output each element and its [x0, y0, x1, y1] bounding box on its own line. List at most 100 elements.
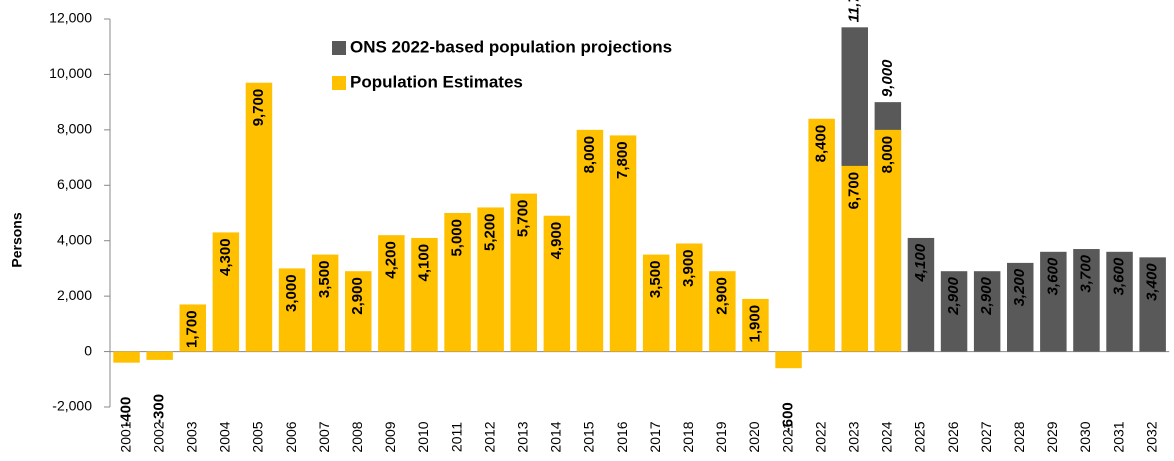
- value-label: 5,700: [515, 200, 532, 238]
- x-tick-label: 2024: [879, 421, 895, 452]
- bar: [609, 135, 637, 352]
- bar: [775, 351, 802, 369]
- value-label: 3,600: [1044, 257, 1061, 295]
- bar: [841, 165, 868, 352]
- y-tick-label: 6,000: [57, 176, 92, 192]
- x-tick-label: 2001: [117, 421, 133, 452]
- x-tick-label: 2021: [779, 421, 795, 452]
- bar: [146, 351, 173, 360]
- y-tick-label: 2,000: [57, 287, 92, 303]
- x-tick-label: 2003: [183, 421, 199, 452]
- value-label: 3,900: [680, 249, 697, 287]
- x-tick-label: 2014: [548, 421, 564, 452]
- y-tick-label: 4,000: [57, 231, 92, 247]
- bar: [940, 271, 968, 352]
- x-tick-label: 2015: [581, 421, 597, 452]
- value-label: 6,700: [846, 172, 863, 210]
- value-label: 2,900: [713, 277, 730, 315]
- bar: [1139, 257, 1166, 352]
- value-label: 8,000: [879, 136, 896, 174]
- bar: [278, 268, 306, 352]
- x-tick-label: 2032: [1143, 421, 1159, 452]
- value-label: 11,700: [846, 0, 863, 22]
- y-tick-label: 8,000: [57, 121, 92, 137]
- y-tick-label: 0: [84, 342, 92, 358]
- bar: [576, 129, 604, 352]
- value-label: 8,400: [813, 125, 830, 163]
- value-label: -400: [118, 397, 135, 427]
- bar: [444, 213, 471, 352]
- value-label: 4,900: [548, 222, 565, 260]
- value-label: 4,100: [912, 243, 929, 282]
- y-axis-label: Persons: [9, 212, 25, 267]
- x-tick-label: 2028: [1011, 421, 1027, 452]
- value-label: 3,400: [1144, 263, 1161, 301]
- x-tick-label: 2008: [349, 421, 365, 452]
- value-label: 8,000: [581, 136, 598, 174]
- bar: [709, 271, 736, 352]
- value-label: 3,700: [1077, 254, 1094, 292]
- x-tick-label: 2002: [150, 421, 166, 452]
- y-tick-label: 10,000: [49, 65, 92, 81]
- value-label: 7,800: [614, 141, 631, 179]
- bar: [973, 271, 1001, 352]
- bar: [907, 237, 935, 352]
- legend-label: Population Estimates: [350, 72, 523, 91]
- y-tick-label: -2,000: [52, 398, 92, 414]
- bar: [179, 304, 206, 352]
- bar: [543, 215, 571, 352]
- bar: [874, 129, 902, 352]
- value-label: 3,600: [1111, 257, 1128, 295]
- x-tick-label: 2006: [283, 421, 299, 452]
- value-label: 4,200: [382, 241, 399, 279]
- bar: [808, 118, 835, 352]
- bar: [642, 254, 670, 352]
- value-label: 2,900: [349, 277, 366, 315]
- x-tick-label: 2027: [978, 421, 994, 452]
- value-label: 2,900: [945, 277, 962, 316]
- x-tick-label: 2025: [912, 421, 928, 452]
- value-label: 9,700: [250, 89, 267, 127]
- value-label: -300: [151, 394, 168, 424]
- bar: [378, 235, 405, 352]
- value-label: 2,900: [978, 277, 995, 316]
- value-label: 4,300: [217, 238, 234, 276]
- x-tick-label: 2030: [1077, 421, 1093, 452]
- bar: [510, 193, 537, 352]
- bar: [676, 243, 703, 352]
- x-tick-label: 2019: [713, 421, 729, 452]
- value-label: 1,900: [746, 305, 763, 343]
- value-label: 1,700: [184, 310, 201, 348]
- bar: [1106, 251, 1133, 352]
- x-tick-label: 2004: [217, 421, 233, 452]
- x-tick-label: 2022: [812, 421, 828, 452]
- x-tick-label: 2031: [1110, 421, 1126, 452]
- legend-swatch: [332, 76, 346, 90]
- x-tick-label: 2016: [614, 421, 630, 452]
- value-label: 3,500: [316, 261, 333, 299]
- bar: [742, 298, 769, 352]
- x-tick-label: 2011: [448, 422, 464, 452]
- value-label: 9,000: [879, 59, 896, 97]
- x-tick-label: 2013: [514, 421, 530, 452]
- legend-swatch: [332, 41, 346, 55]
- value-label: 5,200: [482, 213, 499, 251]
- x-tick-label: 2017: [647, 421, 663, 452]
- bar: [212, 232, 240, 352]
- bar: [477, 207, 504, 352]
- x-tick-label: 2012: [481, 421, 497, 452]
- bar: [311, 254, 339, 352]
- x-tick-label: 2018: [680, 421, 696, 452]
- x-tick-label: 2026: [945, 421, 961, 452]
- x-tick-label: 2023: [845, 421, 861, 452]
- value-label: 3,200: [1011, 268, 1028, 306]
- x-tick-label: 2010: [415, 421, 431, 452]
- bar: [1007, 262, 1034, 352]
- bar: [245, 82, 273, 352]
- bar: [345, 271, 372, 352]
- x-tick-label: 2007: [316, 421, 332, 452]
- x-tick-label: 2009: [382, 421, 398, 452]
- legend-label: ONS 2022-based population projections: [350, 37, 672, 56]
- bar: [1073, 249, 1100, 352]
